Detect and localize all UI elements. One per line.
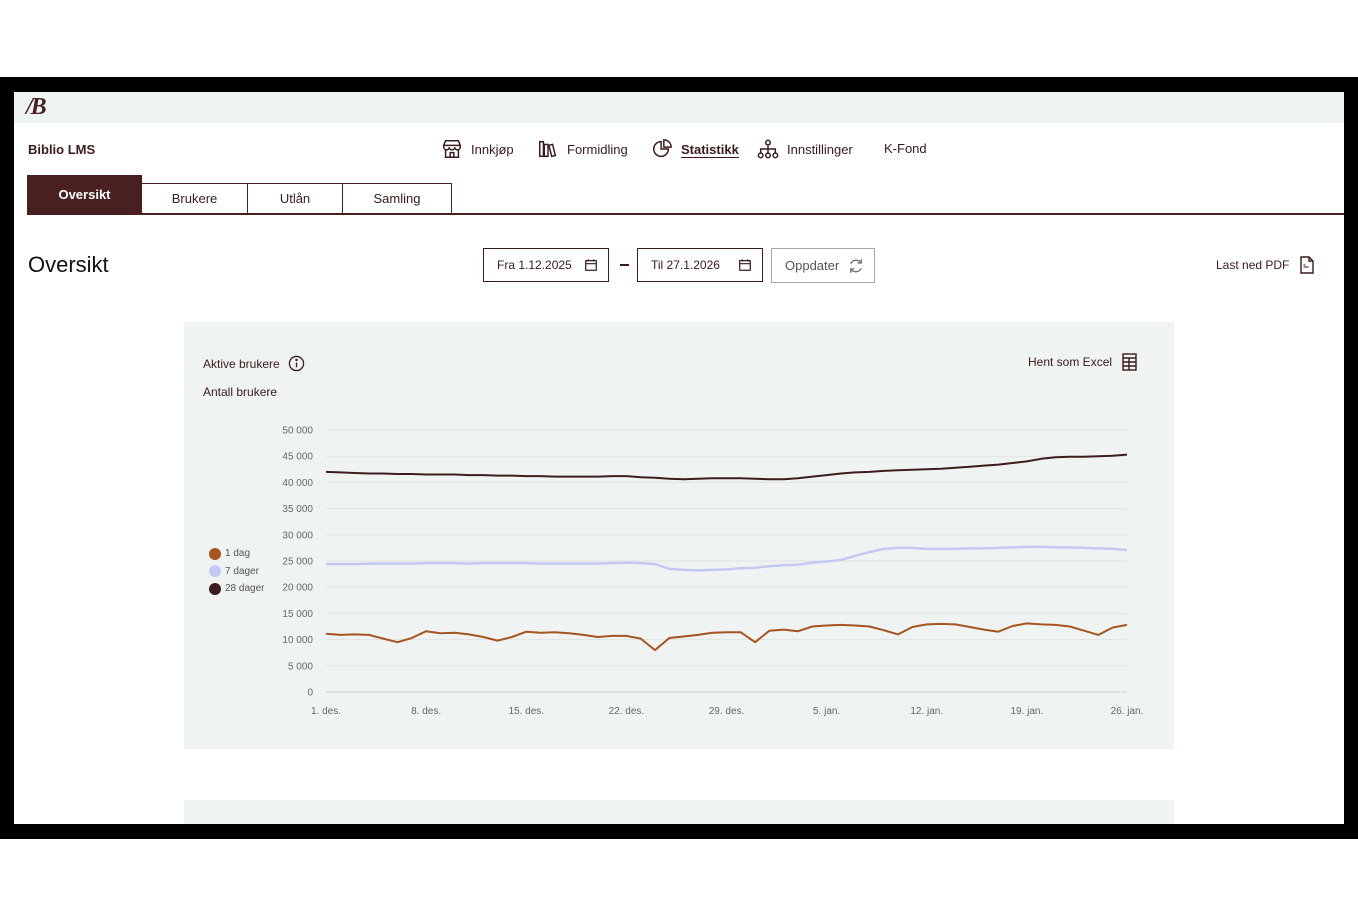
brand-logo[interactable]: /B (26, 94, 47, 120)
x-tick-label: 19. jan. (1010, 706, 1043, 717)
series-line-7-dager[interactable] (326, 545, 1128, 572)
to-date-input[interactable]: Til 27.1.2026 (637, 248, 763, 282)
nav-item-innstillinger[interactable]: Innstillinger (757, 138, 853, 160)
nav-item-k-fond[interactable]: K-Fond (884, 141, 927, 156)
x-tick-label: 29. des. (709, 706, 745, 717)
x-tick-label: 1. des. (311, 706, 341, 717)
y-tick-label: 40 000 (282, 478, 313, 489)
y-tick-label: 30 000 (282, 530, 313, 541)
nav-item-formidling[interactable]: Formidling (537, 138, 628, 160)
legend-label: 28 dager (225, 583, 265, 595)
nav-label: Innkjøp (471, 141, 514, 157)
update-button-label: Oppdater (785, 258, 840, 273)
pie-chart-icon (653, 139, 672, 158)
x-tick-label: 26. jan. (1111, 706, 1144, 717)
legend-item-1-dag[interactable]: 1 dag (209, 545, 264, 563)
legend-label: 7 dager (225, 565, 259, 577)
nav-label: K-Fond (884, 141, 927, 156)
download-excel-link[interactable]: Hent som Excel (1028, 353, 1137, 371)
store-icon (442, 140, 462, 158)
from-date-input[interactable]: Fra 1.12.2025 (483, 248, 609, 282)
series-line-1-dag[interactable] (325, 622, 1128, 652)
spreadsheet-icon (1122, 353, 1137, 371)
hierarchy-icon (757, 139, 779, 159)
calendar-icon[interactable] (584, 258, 598, 272)
y-tick-label: 50 000 (282, 426, 313, 437)
legend-swatch (209, 582, 221, 595)
from-date-value: Fra 1.12.2025 (497, 258, 572, 272)
y-tick-label: 15 000 (282, 609, 313, 620)
calendar-icon[interactable] (738, 258, 752, 272)
y-tick-label: 25 000 (282, 557, 313, 568)
next-chart-card (184, 800, 1174, 824)
top-bar: /B (14, 92, 1344, 123)
update-button[interactable]: Oppdater (771, 248, 875, 283)
date-range-separator (620, 264, 629, 266)
card-title: Aktive brukere (203, 355, 305, 372)
download-pdf-link[interactable]: Last ned PDF (1216, 256, 1315, 274)
tab-samling[interactable]: Samling (342, 183, 452, 213)
y-tick-label: 45 000 (282, 452, 313, 463)
tab-oversikt[interactable]: Oversikt (27, 175, 142, 213)
x-tick-label: 22. des. (609, 706, 645, 717)
nav-item-innkjop[interactable]: Innkjøp (441, 138, 514, 160)
x-tick-label: 12. jan. (910, 706, 943, 717)
legend-swatch (209, 547, 221, 560)
x-tick-label: 8. des. (411, 706, 441, 717)
refresh-icon (850, 259, 862, 273)
download-pdf-label: Last ned PDF (1216, 258, 1290, 272)
series-line-28-dager[interactable] (325, 453, 1128, 481)
y-tick-label: 0 (307, 688, 313, 699)
x-tick-label: 15. des. (508, 706, 544, 717)
nav-label: Formidling (567, 141, 628, 157)
y-tick-label: 35 000 (282, 504, 313, 515)
download-excel-label: Hent som Excel (1028, 355, 1113, 369)
chart-legend: 1 dag 7 dager 28 dager (209, 545, 264, 598)
y-tick-label: 10 000 (282, 635, 313, 646)
tab-divider (27, 213, 1344, 215)
info-icon[interactable] (288, 355, 305, 372)
legend-item-7-dager[interactable]: 7 dager (209, 563, 264, 581)
legend-label: 1 dag (225, 548, 251, 560)
to-date-value: Til 27.1.2026 (651, 258, 720, 272)
legend-item-28-dager[interactable]: 28 dager (209, 580, 264, 598)
chart-y-title: Antall brukere (203, 385, 278, 399)
books-icon (539, 140, 557, 158)
app-window: /B Biblio LMS Innkjøp Formidling Statist… (14, 92, 1344, 824)
y-tick-label: 5 000 (288, 661, 313, 672)
app-name: Biblio LMS (28, 142, 96, 157)
x-tick-label: 5. jan. (813, 706, 840, 717)
active-users-chart: 0 5 000 10 000 15 000 20 000 25 000 30 000 35 0… (282, 426, 1144, 718)
tab-brukere[interactable]: Brukere (141, 183, 248, 213)
tab-utlan[interactable]: Utlån (247, 183, 343, 213)
nav-label: Statistikk (681, 141, 739, 157)
page-title: Oversikt (28, 252, 109, 277)
card-title-text: Aktive brukere (203, 356, 280, 371)
active-users-card: 0 5 000 10 000 15 000 20 000 25 000 30 000 35 0… (184, 322, 1174, 749)
nav-label: Innstillinger (787, 141, 853, 157)
y-tick-label: 20 000 (282, 583, 313, 594)
legend-swatch (209, 565, 221, 578)
pdf-file-icon (1300, 256, 1315, 274)
nav-item-statistikk[interactable]: Statistikk (651, 138, 739, 160)
